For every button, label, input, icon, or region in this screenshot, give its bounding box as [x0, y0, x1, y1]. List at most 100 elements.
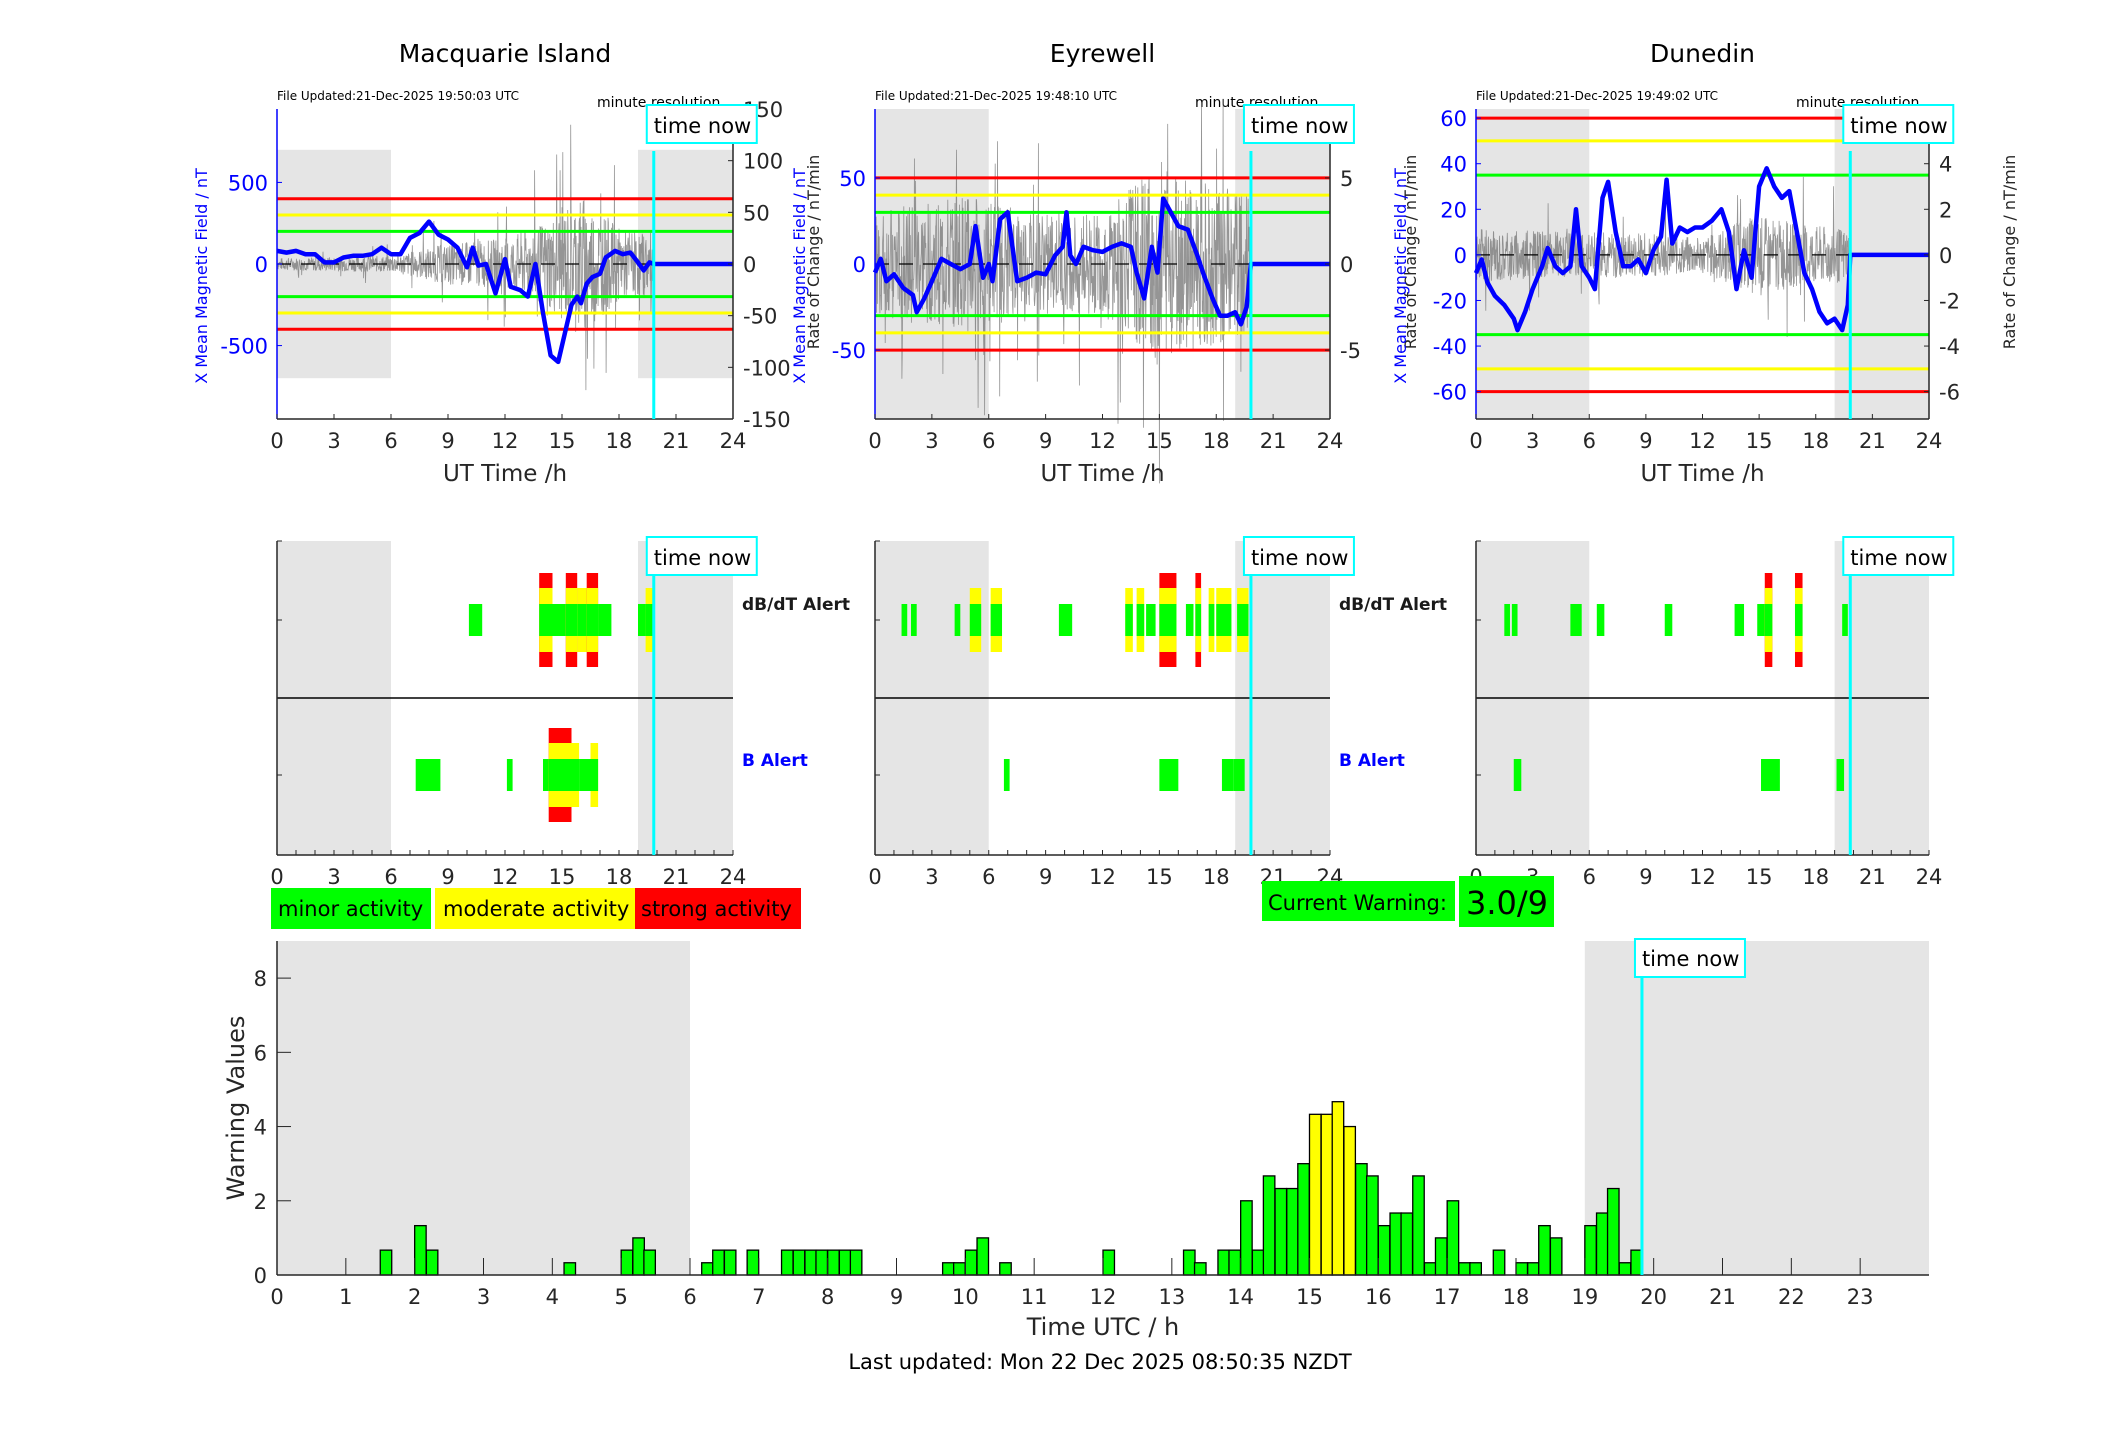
left-tick-label: 0	[1454, 244, 1467, 268]
warning-bar	[952, 1262, 966, 1276]
x-tick-label: 9	[1039, 429, 1052, 453]
x-tick-label: 15	[1146, 865, 1173, 889]
alert-minor-block	[1136, 604, 1145, 636]
alert-minor-block	[1511, 604, 1518, 636]
chart-axes: 0 1 2 3 4 5 6 7 8 9 10 11 12 13 14 15 16 17 18 19 20 21 22 2302…	[254, 938, 1929, 1309]
right-tick-label: -2	[1939, 289, 1960, 313]
warning-bar	[1389, 1212, 1403, 1276]
left-axis-label: X Mean Magnetic Field / nT	[790, 168, 809, 384]
alert-minor-block	[577, 604, 587, 636]
night-shade	[277, 941, 690, 1275]
alert-panel-macquarie-island: 0 3 6 9 12 15 18 21 24 time now dB/dT Alert B Alert	[270, 536, 850, 889]
x-tick-label: 6	[982, 429, 995, 453]
x-tick-label: 9	[890, 1285, 903, 1309]
alert-minor-block	[901, 604, 908, 636]
station-title: Dunedin	[1650, 39, 1755, 68]
right-tick-label: -4	[1939, 335, 1960, 359]
alert-minor-block	[645, 604, 654, 636]
alert-minor-block	[1125, 604, 1133, 636]
time-now-box	[645, 536, 758, 576]
warning-bar	[1538, 1224, 1551, 1276]
right-tick-label: 50	[743, 201, 770, 225]
alert-minor-block	[415, 759, 441, 791]
x-tick-label: 21	[1859, 429, 1886, 453]
x-tick-label: 3	[1526, 429, 1539, 453]
legend-minor-swatch	[271, 888, 431, 929]
warning-bar	[804, 1249, 818, 1276]
b-alert-label: B Alert	[742, 751, 808, 771]
x-tick-label: 18	[1203, 429, 1230, 453]
time-now-box	[645, 104, 758, 144]
x-tick-label: 12	[1089, 429, 1116, 453]
night-shading	[277, 941, 1929, 1275]
x-tick-label: 1	[339, 1285, 352, 1309]
warning-bar	[1308, 1113, 1322, 1276]
alert-minor-block	[586, 604, 599, 636]
time-now-label: time now	[1642, 947, 1739, 971]
time-now-label: time now	[1251, 546, 1348, 570]
warning-bar	[1492, 1249, 1506, 1276]
x-tick-label: 15	[1746, 865, 1773, 889]
right-tick-label: -150	[743, 408, 791, 432]
warning-bar	[563, 1262, 577, 1276]
x-tick-label: 10	[952, 1285, 979, 1309]
warning-bar	[1515, 1262, 1529, 1276]
warning-bar	[414, 1224, 427, 1276]
x-tick-label: 6	[683, 1285, 696, 1309]
left-tick-label: 20	[1440, 198, 1467, 222]
y-tick-label: 0	[254, 1264, 267, 1288]
current-warning-value-box	[1459, 876, 1554, 927]
x-tick-label: 15	[549, 429, 576, 453]
warning-bar	[1297, 1163, 1310, 1276]
legend-moderate-label: moderate activity	[443, 897, 629, 921]
alert-minor-block	[552, 604, 566, 636]
warning-bar	[1102, 1249, 1116, 1276]
dbdt-alert-label: dB/dT Alert	[742, 595, 850, 615]
x-tick-label: 6	[384, 429, 397, 453]
alert-minor-block	[468, 604, 483, 636]
alert-minor-block	[1570, 604, 1582, 636]
b-alert-label: B Alert	[1339, 751, 1405, 771]
warning-bar	[1377, 1224, 1391, 1276]
warning-bar	[1251, 1249, 1265, 1276]
left-tick-label: 60	[1440, 107, 1467, 131]
warning-bar	[827, 1249, 840, 1276]
warning-bar	[1217, 1249, 1231, 1276]
station-alert-panels: 0 3 6 9 12 15 18 21 24 time now dB/dT Alert B Alert…	[270, 536, 1955, 889]
x-tick-label: 18	[1802, 429, 1829, 453]
activity-legend: minor activity moderate activity strong …	[271, 888, 801, 929]
x-tick-label: 3	[477, 1285, 490, 1309]
x-tick-label: 6	[1583, 865, 1596, 889]
warning-bar	[1469, 1262, 1483, 1276]
alert-minor-block	[1058, 604, 1073, 636]
alert-minor-block	[1195, 604, 1202, 636]
alert-minor-block	[1003, 759, 1010, 791]
alert-minor-block	[1664, 604, 1673, 636]
alert-minor-block	[1221, 759, 1234, 791]
x-tick-label: 0	[270, 865, 283, 889]
alert-minor-block	[1734, 604, 1745, 636]
right-tick-label: 2	[1939, 198, 1952, 222]
x-tick-label: 18	[606, 429, 633, 453]
x-tick-label: 3	[327, 865, 340, 889]
alert-minor-block	[1596, 604, 1605, 636]
alert-minor-block	[969, 604, 982, 636]
alert-minor-block	[598, 604, 612, 636]
warning-bar	[1423, 1262, 1437, 1276]
right-tick-label: -50	[743, 305, 777, 329]
time-now-label: time now	[1850, 546, 1947, 570]
alert-minor-block	[638, 604, 646, 636]
x-tick-label: 24	[1916, 865, 1943, 889]
station-title: Macquarie Island	[399, 39, 612, 68]
x-tick-label: 15	[1146, 429, 1173, 453]
legend-strong-swatch	[635, 888, 801, 929]
x-tick-label: 23	[1847, 1285, 1874, 1309]
warning-bar	[1584, 1224, 1597, 1276]
x-tick-label: 18	[606, 865, 633, 889]
x-tick-label: 24	[720, 429, 747, 453]
left-tick-label: -60	[1433, 381, 1467, 405]
alert-minor-block	[1836, 759, 1845, 791]
warning-bar	[1412, 1175, 1425, 1276]
x-tick-label: 19	[1571, 1285, 1598, 1309]
alert-minor-block	[539, 604, 553, 636]
